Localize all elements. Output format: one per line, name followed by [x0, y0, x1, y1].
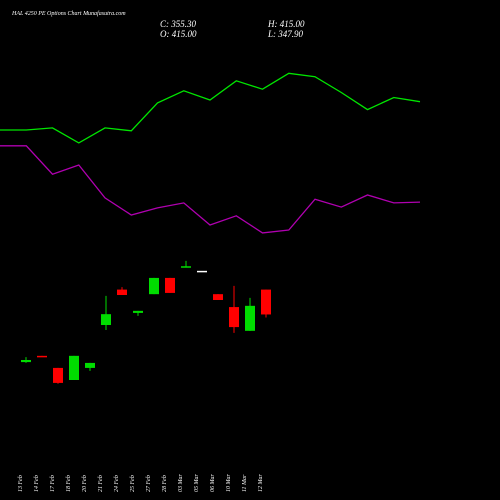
candle-body [197, 270, 207, 273]
x-tick-label: 21 Feb [98, 475, 104, 492]
x-tick-label: 20 Feb [82, 475, 88, 492]
candle-body [37, 355, 47, 358]
indicator-line [0, 72, 421, 144]
candle-body [261, 289, 271, 315]
open-label: O: 415.00 [160, 29, 197, 39]
x-tick-label: 03 Mar [178, 474, 184, 492]
close-label: C: 355.30 [160, 19, 197, 29]
candle-body [117, 289, 127, 295]
candle-body [165, 277, 175, 293]
x-tick-label: 10 Mar [226, 474, 232, 492]
x-tick-label: 25 Feb [130, 475, 136, 492]
low-label: L: 347.90 [267, 29, 304, 39]
candle-body [85, 362, 95, 368]
x-tick-label: 28 Feb [162, 475, 168, 492]
x-tick-label: 18 Feb [66, 475, 72, 492]
candle-body [69, 355, 79, 380]
x-tick-label: 12 Mar [258, 474, 264, 492]
chart-title: HAL 4250 PE Options Chart Munafasutra.co… [11, 10, 126, 17]
x-tick-label: 05 Mar [194, 474, 200, 492]
x-tick-label: 17 Feb [50, 475, 56, 492]
x-tick-label: 14 Feb [33, 475, 40, 492]
x-tick-label: 06 Mar [210, 474, 216, 492]
candle-body [133, 310, 143, 313]
candle-body [213, 294, 223, 300]
candle-body [53, 367, 63, 383]
x-tick-label: 11 Mar [242, 474, 248, 492]
candle-body [245, 305, 255, 331]
high-label: H: 415.00 [267, 19, 305, 29]
candle-body [181, 266, 191, 268]
candle-body [21, 360, 31, 363]
candle-body [101, 314, 111, 325]
x-tick-label: 27 Feb [146, 475, 152, 492]
x-tick-label: 13 Feb [18, 475, 24, 492]
indicator-line [0, 145, 421, 234]
x-tick-label: 24 Feb [113, 475, 120, 492]
candle-body [229, 307, 239, 328]
candle-body [149, 277, 159, 295]
